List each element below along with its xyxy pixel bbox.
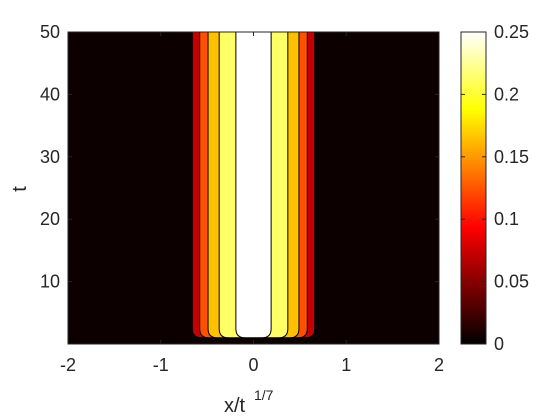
colorbar-tick-label: 0.2: [494, 84, 519, 104]
y-axis: 10 20 30 40 50: [40, 22, 439, 292]
contour-bands: [191, 32, 316, 339]
y-axis-label: t: [9, 186, 31, 192]
x-tick-label: 1: [341, 355, 351, 375]
y-tick-label: 40: [40, 84, 60, 104]
y-tick-label: 30: [40, 147, 60, 167]
x-axis: -2 -1 0 1 2: [60, 32, 444, 375]
colorbar-ticks: 0 0.05 0.1 0.15 0.2 0.25: [461, 22, 529, 354]
x-tick-label: 2: [434, 355, 444, 375]
contour-band-0_25: [235, 32, 272, 339]
colorbar: 0 0.05 0.1 0.15 0.2 0.25: [460, 22, 529, 354]
colorbar-tick-label: 0: [494, 334, 504, 354]
colorbar-tick-label: 0.1: [494, 209, 519, 229]
x-tick-label: 0: [248, 355, 258, 375]
colorbar-tick-label: 0.15: [494, 147, 529, 167]
colorbar-tick-label: 0.05: [494, 272, 529, 292]
x-tick-label: -2: [60, 355, 76, 375]
colorbar-tick-label: 0.25: [494, 22, 529, 42]
y-tick-label: 50: [40, 22, 60, 42]
x-tick-label: -1: [153, 355, 169, 375]
x-axis-label-exponent: 1/7: [254, 387, 274, 403]
colorbar-gradient: [460, 31, 487, 345]
y-tick-label: 20: [40, 209, 60, 229]
y-tick-label: 10: [40, 272, 60, 292]
plot-area: [67, 31, 440, 345]
x-axis-label: x/t: [224, 395, 246, 417]
